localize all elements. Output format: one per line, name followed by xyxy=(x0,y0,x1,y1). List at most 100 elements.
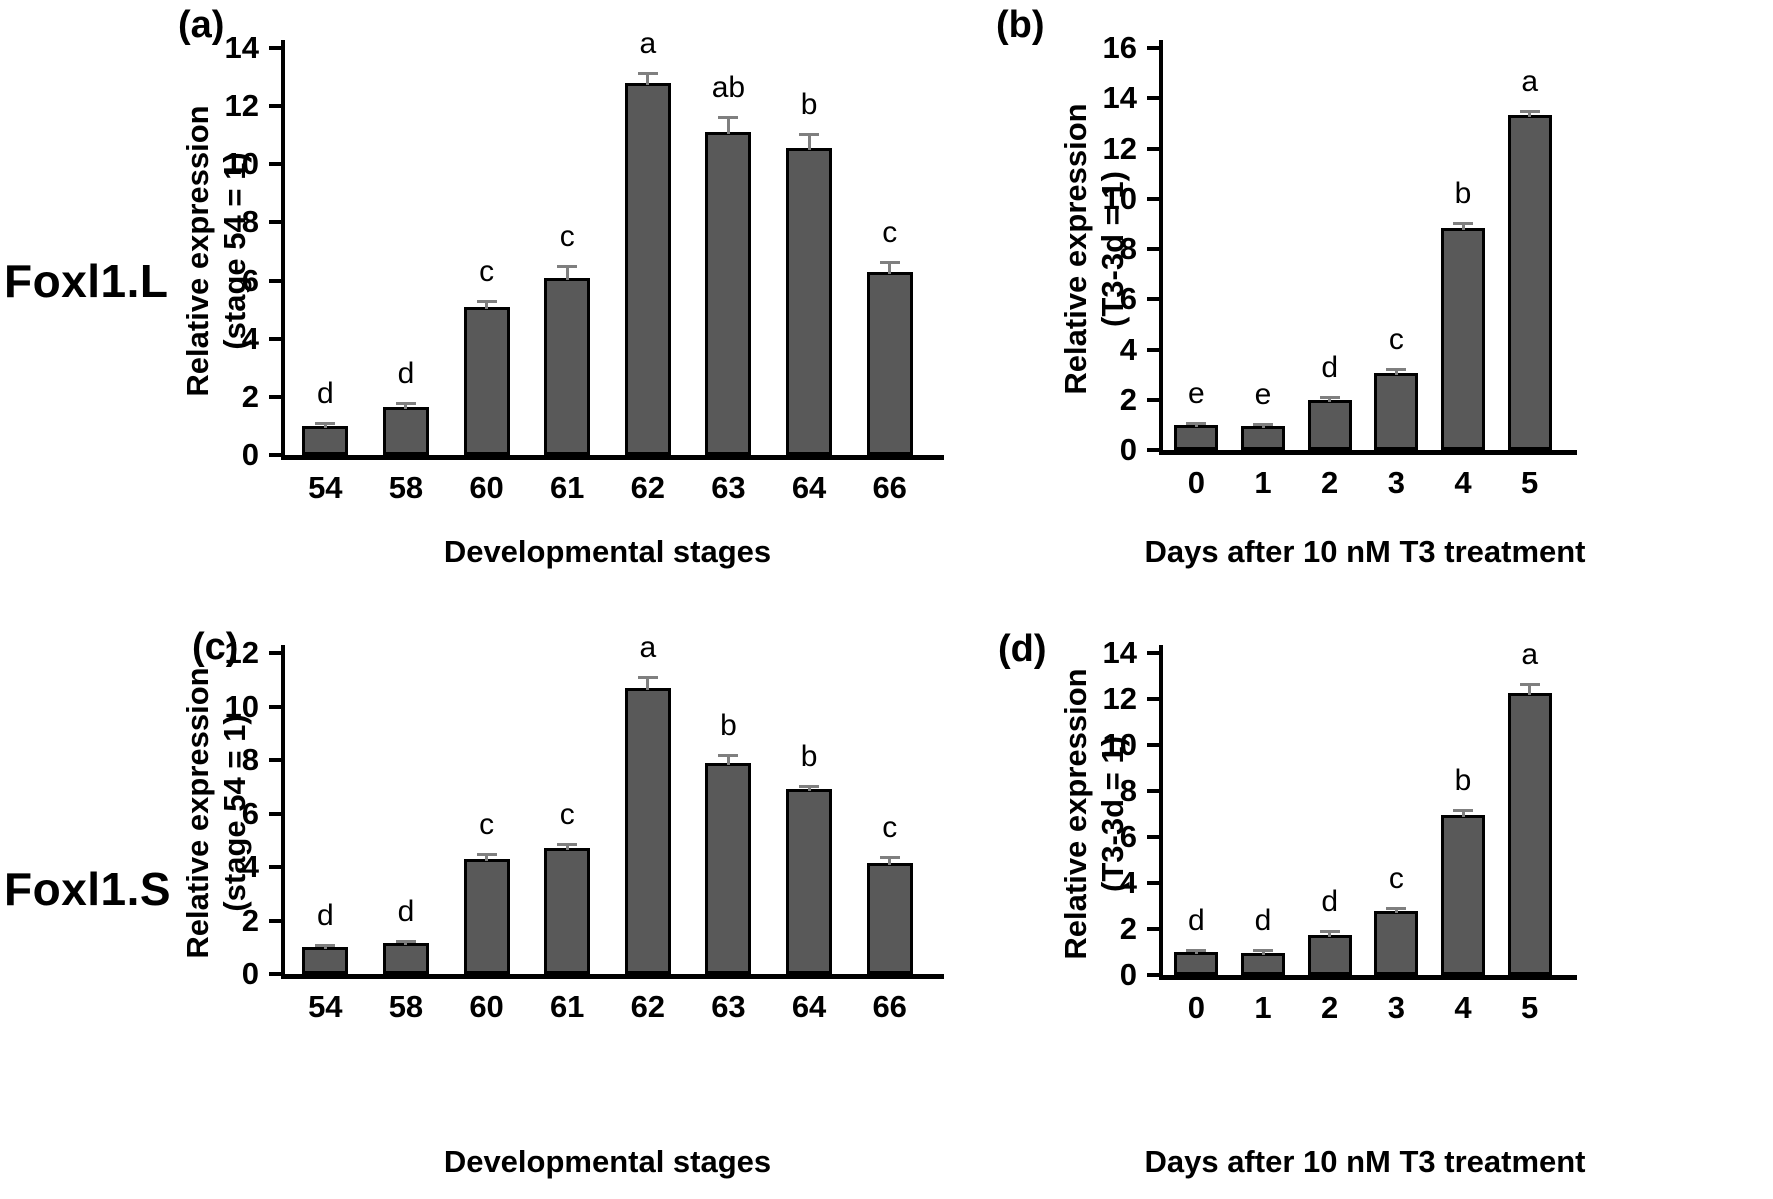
error-bar xyxy=(726,117,730,135)
error-bar-cap xyxy=(1319,396,1340,400)
panel-label-c: (c) xyxy=(192,626,239,668)
error-bar xyxy=(1394,370,1398,376)
y-tick-mark xyxy=(269,394,281,399)
y-tick-mark xyxy=(1147,347,1159,352)
panel-label-d: (d) xyxy=(998,628,1047,670)
sig-letter: a xyxy=(639,631,657,665)
bar-66 xyxy=(866,271,913,455)
error-bar xyxy=(726,755,730,765)
y-axis-line xyxy=(281,40,285,459)
x-tick-label: 63 xyxy=(711,470,746,505)
sig-letter: d xyxy=(1321,885,1338,919)
y-tick-mark xyxy=(269,220,281,225)
x-axis-line xyxy=(1159,450,1577,455)
bar-63 xyxy=(705,132,752,455)
error-bar xyxy=(485,854,489,861)
y-tick-mark xyxy=(1147,96,1159,101)
bar-60 xyxy=(463,858,510,974)
y-tick-label: 10 xyxy=(1102,180,1137,216)
y-tick-label: 4 xyxy=(1119,865,1137,900)
x-tick-label: 66 xyxy=(872,470,907,505)
bar-0 xyxy=(1174,952,1219,975)
y-tick-mark xyxy=(1147,697,1159,701)
sig-letter: d xyxy=(1254,904,1272,938)
y-tick-label: 12 xyxy=(224,88,259,124)
y-tick-label: 10 xyxy=(224,146,259,182)
panel-d-plot: 0 2 4 6 8 10 12 14 d 0 d 1 d 2 c 3 b 4 a 5 xyxy=(1103,636,1577,1025)
y-axis-line xyxy=(281,645,285,978)
x-tick-label: 1 xyxy=(1254,465,1272,500)
panel-label-a: (a) xyxy=(178,4,225,46)
error-bar-cap xyxy=(1253,949,1273,953)
bar-5 xyxy=(1507,114,1552,450)
panel-a-plot: 0 2 4 6 8 10 12 14 d 54 d 58 c 60 c 61 a 62 ab 63 b 64 c 66 xyxy=(225,28,944,505)
error-bar-cap xyxy=(718,753,739,757)
x-tick-label: 61 xyxy=(549,989,585,1024)
sig-letter: d xyxy=(1321,351,1338,385)
x-axis-line xyxy=(1159,975,1577,980)
error-bar-cap xyxy=(315,422,336,426)
bar-60 xyxy=(463,306,510,455)
error-bar-cap xyxy=(879,261,900,265)
x-axis-line xyxy=(281,974,944,979)
bar-63 xyxy=(705,762,752,974)
bar-66 xyxy=(866,862,913,974)
y-tick-mark xyxy=(1147,397,1159,402)
error-bar xyxy=(807,786,811,792)
y-tick-label: 6 xyxy=(1119,819,1137,854)
x-tick-label: 60 xyxy=(469,989,504,1024)
y-tick-label: 6 xyxy=(1119,281,1137,317)
y-tick-mark xyxy=(269,758,281,762)
error-bar xyxy=(323,945,327,950)
panel-label-b: (b) xyxy=(996,4,1045,46)
bar-64 xyxy=(786,789,833,974)
error-bar-cap xyxy=(557,265,578,269)
y-tick-mark xyxy=(1147,448,1159,452)
bar-58 xyxy=(382,943,429,974)
error-bar-cap xyxy=(315,943,336,947)
y-tick-label: 2 xyxy=(1119,381,1137,417)
y-tick-mark xyxy=(269,704,281,709)
error-bar xyxy=(1461,811,1465,818)
error-bar xyxy=(323,424,327,428)
bar-3 xyxy=(1374,373,1419,450)
sig-letter: c xyxy=(882,216,898,250)
error-bar-cap xyxy=(1386,368,1407,372)
bar-3 xyxy=(1374,910,1419,975)
x-axis-title-a: Developmental stages xyxy=(443,534,772,569)
x-tick-label: 64 xyxy=(791,989,827,1024)
y-tick-mark xyxy=(269,865,281,869)
y-tick-label: 6 xyxy=(241,795,259,831)
sig-letter: d xyxy=(397,357,415,391)
error-bar xyxy=(888,857,892,865)
x-tick-label: 58 xyxy=(388,470,424,505)
error-bar xyxy=(1194,423,1198,427)
error-bar xyxy=(1528,685,1532,696)
x-tick-label: 54 xyxy=(308,470,343,505)
error-bar xyxy=(1261,951,1265,955)
error-bar-cap xyxy=(395,939,416,943)
bar-62 xyxy=(624,82,671,455)
y-tick-label: 2 xyxy=(1119,911,1137,946)
sig-letter: a xyxy=(639,27,657,61)
y-tick-label: 10 xyxy=(224,688,259,724)
error-bar-cap xyxy=(1319,930,1340,934)
sig-letter: c xyxy=(882,810,898,844)
bar-5 xyxy=(1507,693,1552,975)
y-tick-label: 14 xyxy=(224,30,259,65)
x-tick-label: 54 xyxy=(308,989,343,1024)
x-tick-label: 3 xyxy=(1387,465,1405,500)
y-tick-label: 2 xyxy=(241,902,259,938)
error-bar-cap xyxy=(1453,809,1473,812)
sig-letter: d xyxy=(1188,904,1205,938)
bar-4 xyxy=(1441,227,1485,450)
x-tick-label: 2 xyxy=(1321,990,1339,1025)
error-bar-cap xyxy=(476,300,497,304)
x-tick-label: 60 xyxy=(469,470,504,505)
y-tick-mark xyxy=(1147,835,1159,839)
y-tick-mark xyxy=(1147,46,1159,50)
sig-letter: b xyxy=(800,88,818,122)
error-bar xyxy=(1528,111,1532,117)
error-bar-cap xyxy=(1186,949,1207,953)
bar-1 xyxy=(1241,952,1285,975)
